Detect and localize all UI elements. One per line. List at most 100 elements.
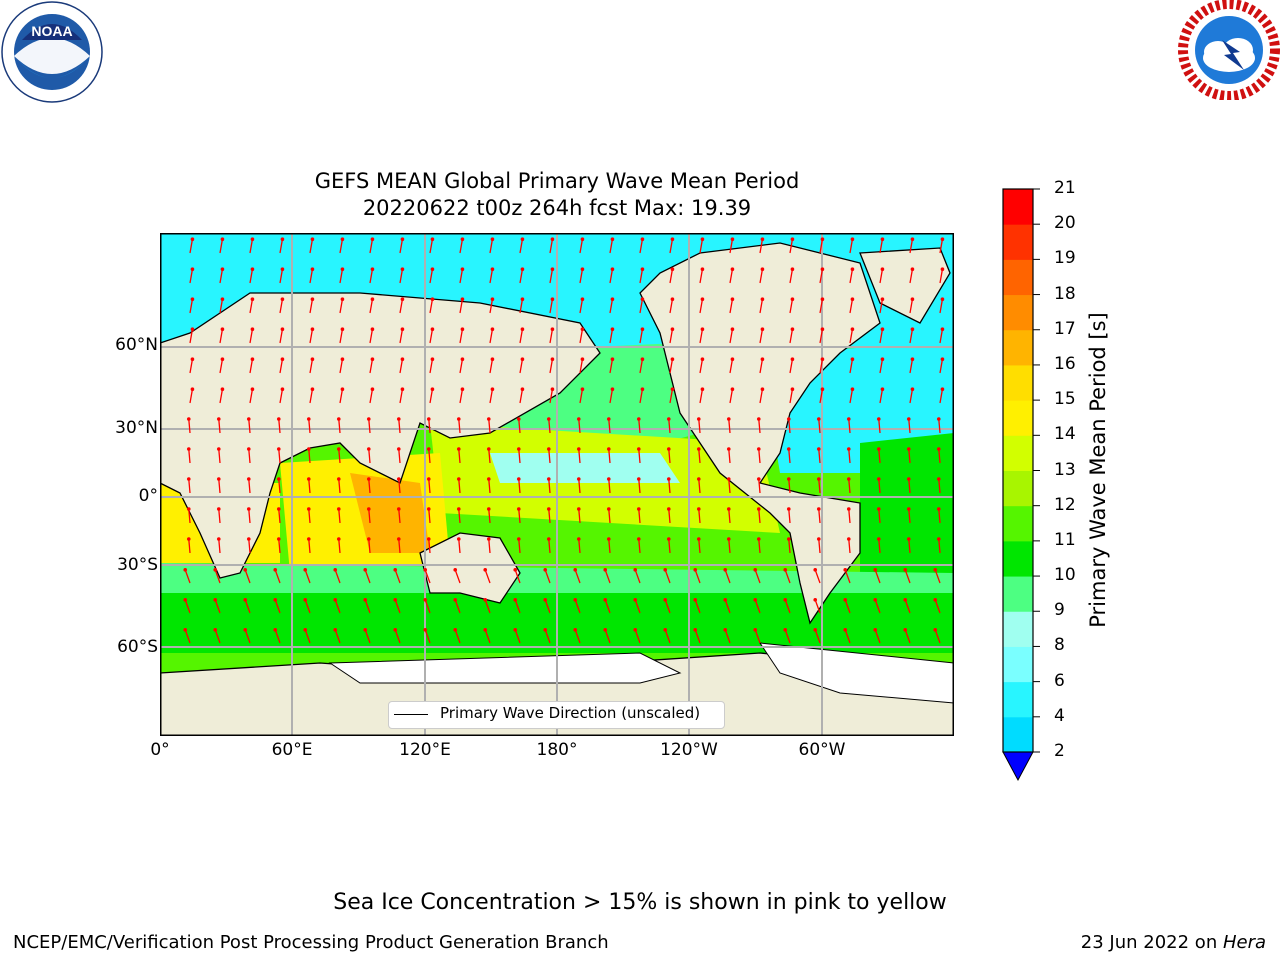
wave-arrow-head xyxy=(573,568,578,572)
wave-arrow-head xyxy=(213,628,218,632)
wave-arrow xyxy=(879,359,884,374)
wave-arrow-head xyxy=(760,237,765,242)
wave-arrow-head xyxy=(430,387,435,392)
wave-arrow xyxy=(309,389,314,404)
wave-arrow-head xyxy=(340,387,345,392)
wave-arrow xyxy=(248,448,251,464)
wave-arrow-head xyxy=(333,568,338,572)
wave-arrow xyxy=(219,299,224,314)
wave-arrow xyxy=(399,239,404,254)
wave-arrow xyxy=(728,508,731,524)
colorbar-segment xyxy=(1003,505,1033,542)
wave-arrow xyxy=(338,508,341,524)
wave-arrow xyxy=(819,329,824,344)
wave-arrow-head xyxy=(246,477,251,481)
wave-arrow-head xyxy=(516,477,521,481)
wave-arrow-head xyxy=(636,537,641,541)
wave-arrow xyxy=(424,629,431,644)
wave-arrow xyxy=(668,478,671,494)
wave-arrow xyxy=(458,538,461,554)
wave-arrow-head xyxy=(306,477,311,481)
wave-arrow-head xyxy=(700,327,705,332)
colorbar-segment xyxy=(1003,576,1033,612)
wave-arrow-head xyxy=(303,628,308,632)
wave-arrow-head xyxy=(250,327,255,332)
noaa-logo-text: NOAA xyxy=(31,23,72,39)
wave-arrow xyxy=(758,508,761,524)
wave-arrow-head xyxy=(246,537,251,541)
wave-arrow-head xyxy=(340,237,345,242)
wave-arrow-head xyxy=(790,387,795,392)
wave-arrow xyxy=(909,299,914,314)
wave-arrow xyxy=(459,329,464,344)
wave-arrow xyxy=(428,478,431,494)
wave-arrow-head xyxy=(366,537,371,541)
wave-arrow xyxy=(339,359,344,374)
wave-arrow xyxy=(938,508,941,524)
wave-arrow xyxy=(364,629,371,644)
wave-arrow-head xyxy=(783,628,788,632)
wave-arrow-head xyxy=(310,387,315,392)
wave-arrow xyxy=(398,538,401,554)
wave-arrow xyxy=(699,299,704,314)
wave-arrow-head xyxy=(543,568,548,572)
wave-arrow xyxy=(784,569,791,584)
wave-arrow xyxy=(789,239,794,254)
wave-arrow-head xyxy=(610,387,615,392)
wave-arrow xyxy=(339,299,344,314)
wave-arrow-head xyxy=(336,477,341,481)
noaa-logo: NOAA xyxy=(1,1,103,103)
wave-arrow-head xyxy=(460,357,465,362)
colorbar xyxy=(1002,188,1040,782)
wave-arrow-head xyxy=(940,297,945,302)
wave-arrow xyxy=(909,239,914,254)
wave-arrow-head xyxy=(936,537,941,541)
wave-arrow-head xyxy=(580,237,585,242)
wave-arrow-head xyxy=(730,297,735,302)
wave-arrow xyxy=(849,329,854,344)
chart-subtitle: 20220622 t00z 264h fcst Max: 19.39 xyxy=(362,196,752,220)
wave-arrow xyxy=(188,538,191,554)
wave-arrow xyxy=(248,538,251,554)
wave-arrow-head xyxy=(520,357,525,362)
wave-arrow-head xyxy=(726,447,731,451)
wave-arrow-head xyxy=(486,537,491,541)
wave-arrow xyxy=(639,389,644,404)
wave-arrow xyxy=(818,418,821,434)
colorbar-segment xyxy=(1003,611,1033,647)
wave-arrow xyxy=(579,389,584,404)
wave-arrow xyxy=(548,478,551,494)
wave-arrow-head xyxy=(723,628,728,632)
wave-arrow xyxy=(519,359,524,374)
wave-arrow xyxy=(724,599,731,614)
wave-arrow-head xyxy=(366,507,371,511)
wave-arrow-head xyxy=(633,598,638,602)
wave-arrow-head xyxy=(876,417,881,421)
wave-arrow xyxy=(249,389,254,404)
wave-arrow xyxy=(429,329,434,344)
wave-arrow-head xyxy=(846,507,851,511)
wave-arrow-head xyxy=(816,537,821,541)
wave-arrow-head xyxy=(580,327,585,332)
wave-arrow xyxy=(878,418,881,434)
wave-arrow-head xyxy=(280,387,285,392)
wave-arrow xyxy=(609,329,614,344)
wave-arrow xyxy=(218,508,221,524)
wave-arrow-head xyxy=(906,537,911,541)
wave-arrow-head xyxy=(246,417,251,421)
colorbar-under-triangle xyxy=(1002,751,1034,782)
wave-arrow xyxy=(519,239,524,254)
wave-arrow-head xyxy=(280,357,285,362)
wave-arrow xyxy=(639,359,644,374)
wave-arrow xyxy=(934,599,941,614)
wave-arrow-head xyxy=(216,447,221,451)
wave-arrow xyxy=(518,448,521,464)
colorbar-segment xyxy=(1003,716,1033,753)
wave-arrow xyxy=(879,329,884,344)
wave-arrow xyxy=(878,478,881,494)
wave-arrow-head xyxy=(310,357,315,362)
wave-arrow-head xyxy=(396,477,401,481)
wave-arrow-head xyxy=(310,297,315,302)
wave-arrow-head xyxy=(940,327,945,332)
wave-arrow xyxy=(609,239,614,254)
